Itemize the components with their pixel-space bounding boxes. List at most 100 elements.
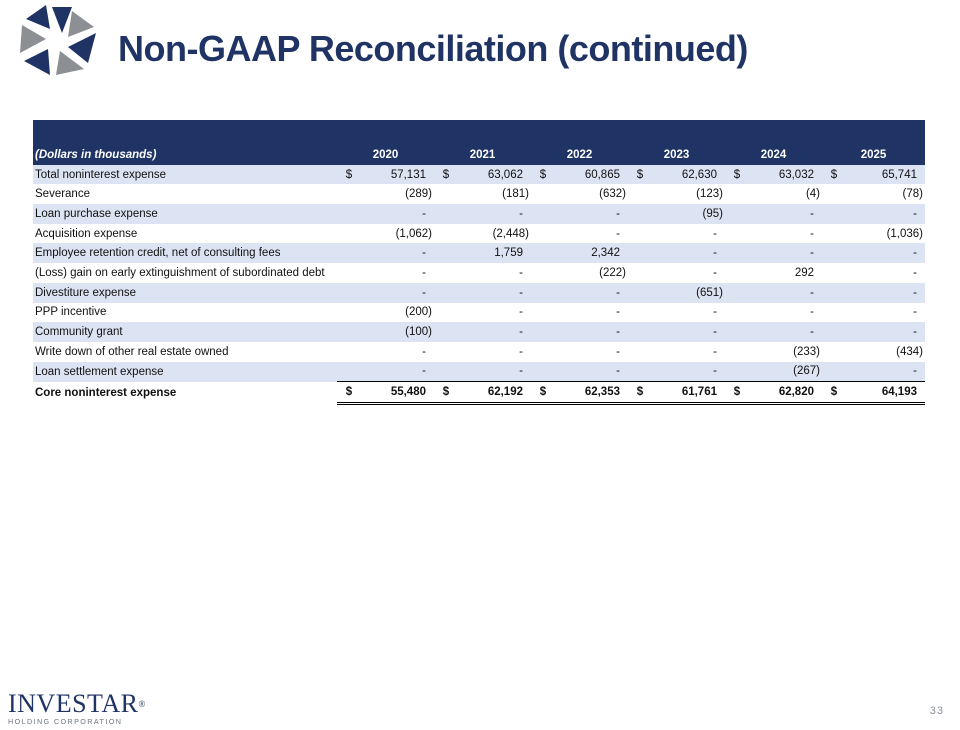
currency-cell xyxy=(822,204,846,224)
currency-cell xyxy=(531,342,555,362)
value-cell: - xyxy=(913,306,917,319)
currency-cell: $ xyxy=(442,168,450,181)
currency-cell xyxy=(725,362,749,382)
table-row: Community grant (100) - - - - - xyxy=(33,322,925,342)
row-label: Acquisition expense xyxy=(35,227,138,240)
row-label: PPP incentive xyxy=(35,306,107,319)
table-row: Loan settlement expense - - - - (267) - xyxy=(33,361,925,382)
value-cell: (4) xyxy=(805,188,820,201)
value-cell: - xyxy=(913,247,917,260)
row-label: Severance xyxy=(35,188,90,201)
currency-cell xyxy=(337,342,361,362)
table-row: Acquisition expense (1,062) (2,448) - - - (1,0… xyxy=(33,223,925,244)
value-cell: 57,131 xyxy=(390,168,426,181)
currency-cell: $ xyxy=(539,168,547,181)
currency-cell xyxy=(628,342,652,362)
currency-cell xyxy=(725,303,749,323)
value-cell: (78) xyxy=(902,188,923,201)
currency-cell xyxy=(434,342,458,362)
currency-cell xyxy=(628,283,652,303)
value-cell: (1,062) xyxy=(395,227,432,240)
footer-logo: INVESTAR® HOLDING CORPORATION xyxy=(8,691,146,727)
reconciliation-table-container: (Dollars in thousands) 2020 2021 2022 20… xyxy=(33,120,925,405)
currency-cell xyxy=(434,263,458,283)
table-row: Write down of other real estate owned - - -… xyxy=(33,341,925,362)
currency-cell xyxy=(628,362,652,382)
currency-cell xyxy=(725,224,749,244)
value-cell: - xyxy=(616,306,620,319)
currency-cell xyxy=(725,184,749,204)
currency-cell xyxy=(725,204,749,224)
currency-cell xyxy=(822,263,846,283)
currency-cell xyxy=(337,204,361,224)
page-title: Non-GAAP Reconciliation (continued) xyxy=(118,28,748,69)
currency-cell xyxy=(531,243,555,263)
value-cell: (1,036) xyxy=(886,227,923,240)
currency-cell xyxy=(822,184,846,204)
value-cell: - xyxy=(810,227,814,240)
currency-cell: $ xyxy=(531,381,555,405)
currency-cell xyxy=(337,184,361,204)
value-cell: 55,480 xyxy=(361,381,434,405)
currency-cell xyxy=(725,322,749,342)
value-cell: - xyxy=(519,286,523,299)
currency-cell xyxy=(434,224,458,244)
row-label: Employee retention credit, net of consul… xyxy=(35,247,281,260)
value-cell: 61,761 xyxy=(652,381,725,405)
row-label: (Loss) gain on early extinguishment of s… xyxy=(35,266,325,279)
value-cell: (222) xyxy=(599,266,626,279)
currency-cell: $ xyxy=(434,381,458,405)
value-cell: 63,032 xyxy=(778,168,814,181)
value-cell: - xyxy=(422,266,426,279)
currency-cell xyxy=(337,362,361,382)
value-cell: - xyxy=(713,266,717,279)
table-row: Employee retention credit, net of consul… xyxy=(33,243,925,264)
currency-cell xyxy=(531,224,555,244)
table-row: Total noninterest expense $57,131 $63,062 $… xyxy=(33,164,925,185)
table-row: Divestiture expense - - - (651) - - xyxy=(33,282,925,303)
currency-cell xyxy=(628,243,652,263)
currency-cell xyxy=(822,303,846,323)
currency-cell xyxy=(531,283,555,303)
currency-cell: $ xyxy=(822,381,846,405)
currency-cell: $ xyxy=(628,381,652,405)
currency-cell xyxy=(531,362,555,382)
currency-cell xyxy=(822,342,846,362)
currency-cell xyxy=(434,283,458,303)
currency-cell xyxy=(337,322,361,342)
value-cell: - xyxy=(810,247,814,260)
value-cell: 64,193 xyxy=(846,381,925,405)
currency-cell xyxy=(531,184,555,204)
currency-cell xyxy=(822,224,846,244)
table-row: (Loss) gain on early extinguishment of s… xyxy=(33,263,925,283)
value-cell: - xyxy=(519,266,523,279)
row-label: Loan purchase expense xyxy=(35,207,158,220)
value-cell: - xyxy=(519,365,523,378)
currency-cell: $ xyxy=(345,168,353,181)
currency-cell xyxy=(628,322,652,342)
table-body: Total noninterest expense $57,131 $63,062 $… xyxy=(33,164,925,405)
value-cell: - xyxy=(810,326,814,339)
table-row: Severance (289) (181) (632) (123) (4) (78) xyxy=(33,184,925,205)
value-cell: 62,353 xyxy=(555,381,628,405)
table-header-row: (Dollars in thousands) 2020 2021 2022 20… xyxy=(33,145,925,165)
currency-cell xyxy=(725,243,749,263)
value-cell: (434) xyxy=(896,345,923,358)
value-cell: (651) xyxy=(696,286,723,299)
value-cell: (100) xyxy=(405,326,432,339)
year-header: 2023 xyxy=(663,148,690,161)
currency-cell xyxy=(628,184,652,204)
currency-cell xyxy=(337,224,361,244)
row-label: Total noninterest expense xyxy=(35,168,167,181)
value-cell: - xyxy=(422,365,426,378)
value-cell: - xyxy=(616,365,620,378)
value-cell: - xyxy=(422,286,426,299)
value-cell: 62,192 xyxy=(458,381,531,405)
value-cell: - xyxy=(713,306,717,319)
currency-cell xyxy=(822,362,846,382)
currency-cell xyxy=(628,303,652,323)
star-logo-icon xyxy=(20,5,96,75)
currency-cell: $ xyxy=(725,381,749,405)
value-cell: 63,062 xyxy=(487,168,523,181)
value-cell: 292 xyxy=(794,266,814,279)
